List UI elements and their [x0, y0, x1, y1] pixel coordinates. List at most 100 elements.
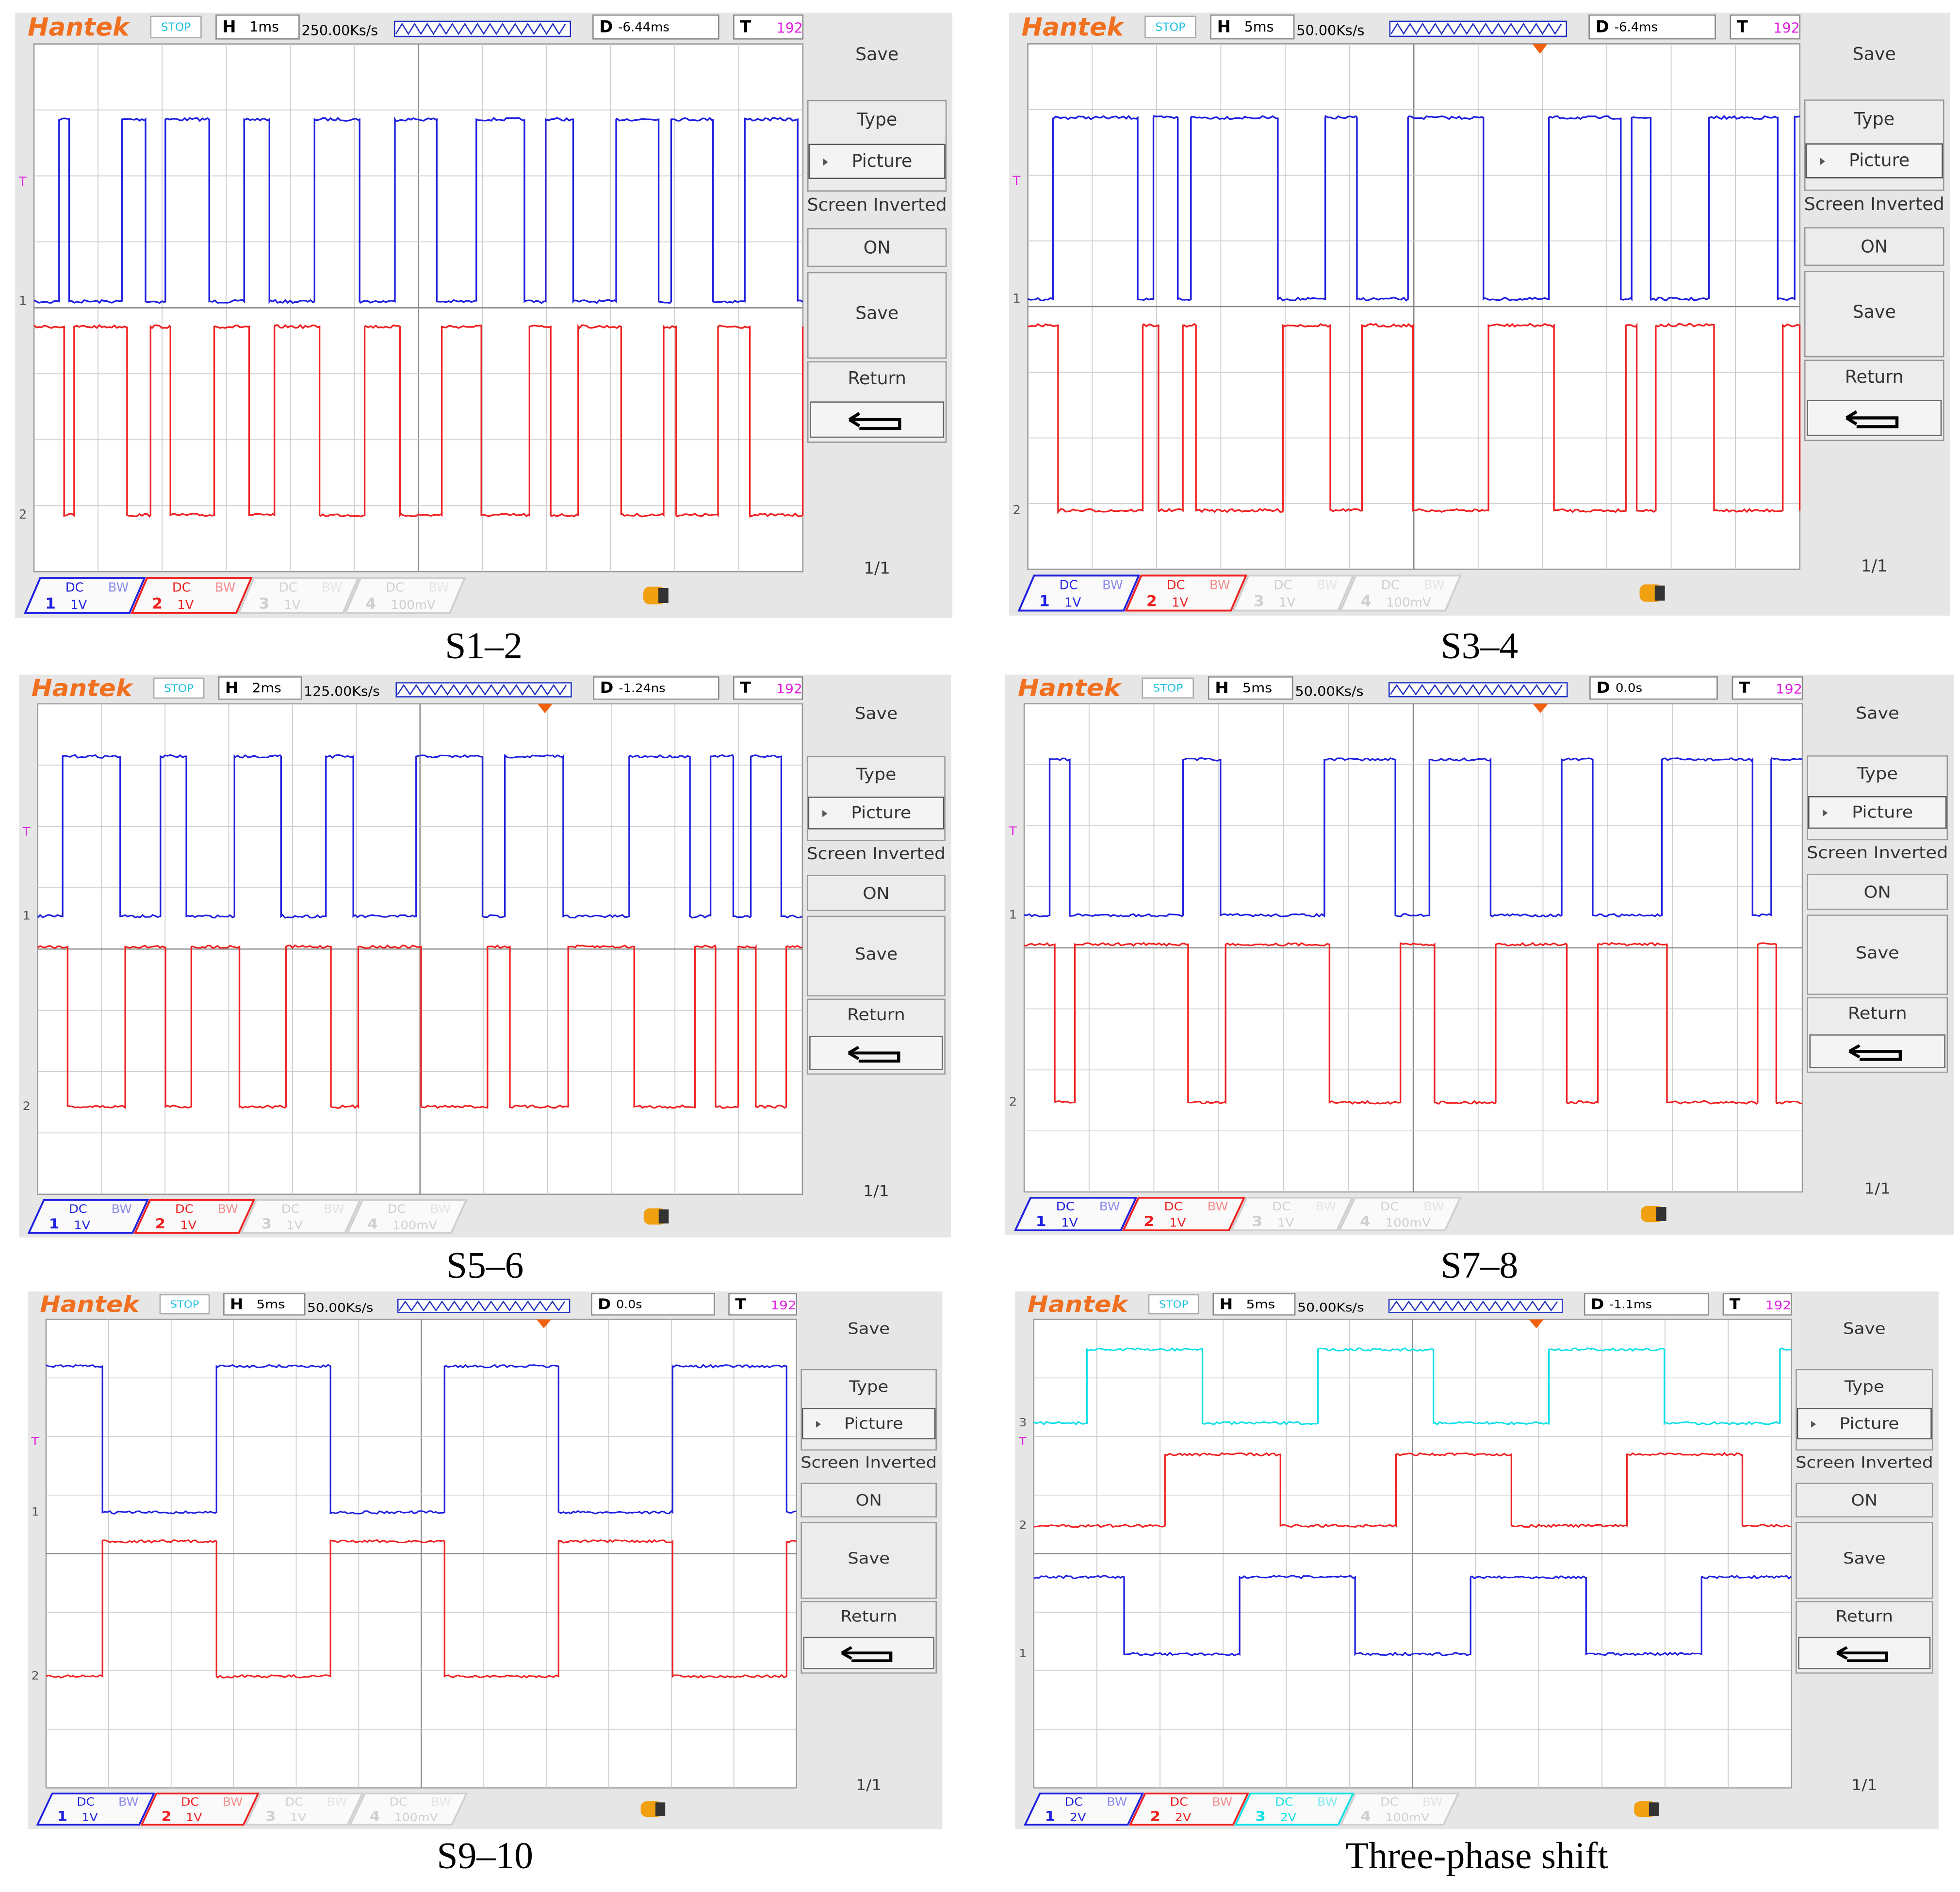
channel-number: 3 — [259, 595, 270, 613]
memory-bar — [397, 1299, 571, 1313]
usb-icon-part — [658, 1209, 669, 1223]
status: STOP — [161, 20, 191, 33]
menu-button[interactable] — [1796, 1483, 1933, 1517]
channel-number: 4 — [368, 1216, 378, 1232]
menu-label: Screen Inverted — [1804, 194, 1944, 214]
menu-value-box — [801, 1408, 936, 1439]
menu-button-label: Return — [1836, 1607, 1894, 1626]
menu-label: Screen Inverted — [807, 845, 946, 864]
menu-button[interactable] — [800, 1483, 937, 1517]
channel-scale: 1V — [290, 1811, 307, 1824]
menu-value: Picture — [851, 804, 911, 823]
channel-coupling: DC — [1170, 1795, 1188, 1808]
menu-button[interactable] — [1804, 227, 1944, 266]
page-indicator: 1/1 — [864, 559, 890, 578]
status: STOP — [1156, 20, 1186, 33]
menu-label: Screen Inverted — [1807, 844, 1948, 863]
channel-number: 2 — [1146, 593, 1157, 610]
channel-bw: BW — [1424, 578, 1445, 593]
level-marker: 2 — [32, 1669, 39, 1682]
channel-badge — [36, 1793, 156, 1826]
status: STOP — [1153, 683, 1183, 695]
timebase-box — [215, 14, 300, 40]
menu-button[interactable] — [807, 228, 947, 267]
status: STOP — [170, 1299, 199, 1310]
delay: 0.0s — [1616, 681, 1642, 695]
channel-bw: BW — [1317, 578, 1338, 593]
channel-number: 2 — [1143, 1214, 1154, 1230]
scope-screen: Hantek STOP H 1ms 250.00Ks/s D -6.44ms T 192 T 1 2 S… — [15, 12, 953, 619]
channel-bw: BW — [1317, 1795, 1338, 1808]
menu-title: Save — [855, 44, 898, 65]
menu-button-label: Save — [848, 1549, 890, 1567]
level-marker: 1 — [19, 294, 27, 309]
menu-button[interactable] — [1807, 914, 1948, 995]
channel-scale: 2V — [1280, 1810, 1297, 1824]
return-icon — [841, 1646, 893, 1663]
menu-button[interactable] — [1807, 874, 1948, 910]
channel-coupling: DC — [1274, 578, 1292, 593]
scope-screen: Hantek STOP H 5ms 50.00Ks/s D 0.0s T 192 T 1 2 Save T… — [1005, 674, 1954, 1235]
delay-box — [1584, 1293, 1709, 1316]
signal-trace — [1033, 1452, 1792, 1528]
channel-number: 1 — [1039, 593, 1050, 610]
menu-button[interactable] — [806, 915, 946, 996]
channel-scale: 1V — [177, 598, 194, 613]
menu-value: Picture — [1840, 1414, 1899, 1433]
trigger-position — [1533, 703, 1548, 713]
status-box — [153, 677, 205, 699]
channel-badge — [1125, 574, 1248, 612]
channel-bw: BW — [118, 1795, 139, 1809]
menu-value: ON — [1864, 883, 1891, 902]
channel-number: 1 — [45, 595, 56, 613]
menu-value: Picture — [1852, 803, 1913, 822]
timebase: 5ms — [1246, 1297, 1275, 1311]
menu-title: Save — [1843, 1320, 1886, 1338]
channel-coupling: DC — [77, 1795, 95, 1809]
channel-number: 3 — [265, 1808, 276, 1824]
caption: S9–10 — [437, 1834, 533, 1876]
sample-rate: 125.00Ks/s — [304, 685, 380, 699]
scope-screen: Hantek STOP H 5ms 50.00Ks/s D 0.0s T 192 T 1 2 Save T… — [28, 1291, 943, 1829]
timebase-label: H — [225, 679, 239, 697]
channel-coupling: DC — [1272, 1200, 1290, 1213]
trigger-box — [1731, 676, 1803, 700]
channel-badge — [1232, 574, 1355, 612]
channel-badge — [1338, 1197, 1462, 1231]
caption: S7–8 — [1441, 1244, 1519, 1286]
channel-badge — [346, 1199, 468, 1234]
level-marker: 2 — [19, 507, 27, 522]
channel-scale: 1V — [74, 1218, 90, 1232]
menu-arrow — [1820, 158, 1825, 165]
menu-button-label: Save — [855, 302, 898, 323]
delay-label: D — [600, 679, 614, 697]
channel-badge — [23, 577, 146, 614]
channel-badge — [1024, 1793, 1144, 1826]
menu-value: ON — [1851, 1491, 1878, 1510]
channel-badge — [133, 1199, 256, 1234]
channel-badge — [27, 1199, 149, 1234]
channel-coupling: DC — [65, 580, 84, 595]
channel-scale: 1V — [1064, 596, 1081, 610]
channel-bw: BW — [1208, 1200, 1228, 1213]
caption: S3–4 — [1441, 625, 1519, 667]
channel-bw: BW — [327, 1795, 347, 1809]
menu-button[interactable] — [1796, 1522, 1933, 1599]
menu-button[interactable] — [806, 875, 946, 912]
channel-scale: 1V — [1279, 596, 1296, 610]
menu-arrow — [822, 810, 828, 817]
return-icon-box — [810, 401, 945, 438]
channel-badge — [1013, 1197, 1138, 1231]
menu-button[interactable] — [807, 272, 947, 359]
caption: Three-phase shift — [1346, 1834, 1609, 1876]
delay-box — [591, 1293, 715, 1316]
trigger-position — [537, 703, 553, 714]
timebase: 5ms — [1244, 19, 1274, 35]
return-icon — [848, 1045, 900, 1063]
channel-number: 4 — [1361, 593, 1372, 610]
menu-button[interactable] — [800, 1522, 937, 1599]
usb-icon-part — [1654, 586, 1665, 601]
menu-button[interactable] — [1804, 271, 1944, 358]
channel-bw: BW — [112, 1202, 132, 1216]
channel-scale: 2V — [1070, 1810, 1086, 1824]
